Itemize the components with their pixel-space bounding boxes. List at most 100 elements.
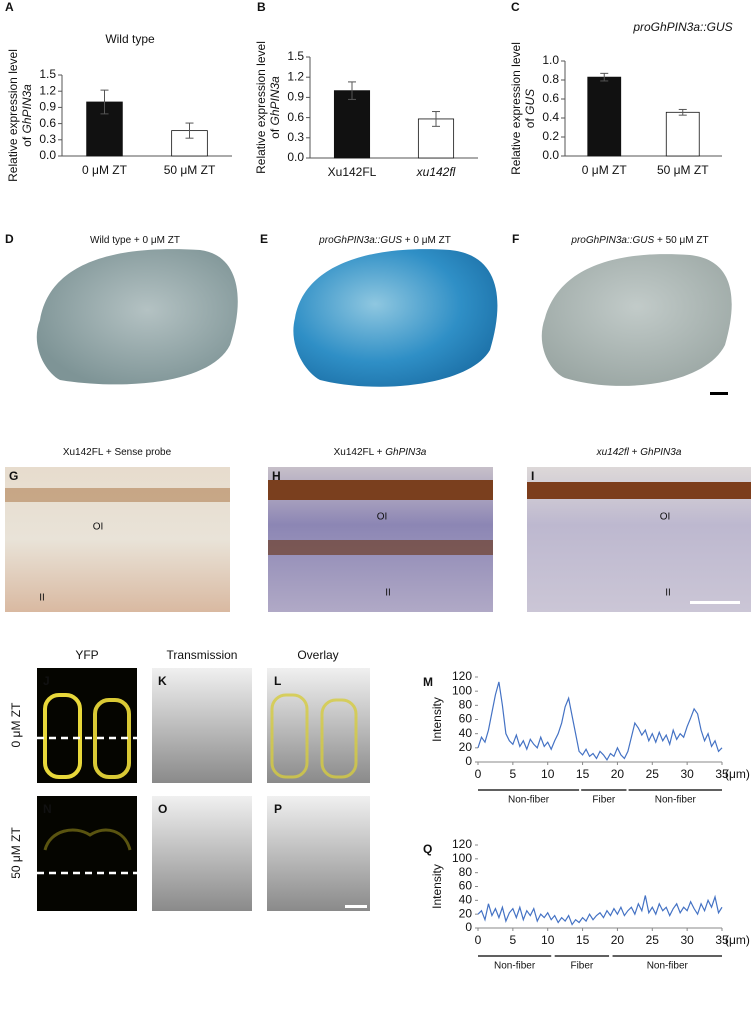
caption-part: GhPIN3a (385, 447, 427, 458)
chart-title: Wild type (105, 32, 155, 46)
panel-letter: B (257, 0, 266, 14)
y-axis-label: of GhPIN3a (268, 76, 282, 139)
y-axis-label-part: of (268, 128, 282, 139)
y-tick-label: 0.3 (39, 132, 56, 146)
y-tick-label: 1.0 (542, 53, 559, 67)
region-label: Non-fiber (494, 961, 536, 972)
region-label: Fiber (592, 795, 615, 806)
y-tick-label: 1.5 (287, 49, 304, 63)
overlay-image (267, 796, 370, 911)
x-tick-label: 10 (541, 767, 555, 781)
x-axis-label: (μm) (725, 933, 750, 947)
seed-image (541, 254, 732, 386)
error-bar (432, 111, 440, 127)
y-tick-label: 120 (452, 669, 472, 683)
y-axis-label: Intensity (430, 864, 444, 909)
panel-letter: O (158, 802, 167, 816)
error-bar (678, 108, 687, 116)
caption-part: + 50 μM ZT (654, 235, 708, 246)
y-tick-label: 0.3 (287, 130, 304, 144)
caption-part: Wild type + 0 μM ZT (90, 235, 180, 246)
panel-letter: C (511, 0, 520, 14)
cell-layer (527, 482, 751, 499)
caption-part: Xu142FL + (334, 447, 386, 458)
x-tick-label: 0 (475, 767, 482, 781)
image-caption: proGhPIN3a::GUS + 50 μM ZT (570, 235, 708, 246)
scale-bar (345, 905, 367, 908)
y-axis-label-part: of (20, 136, 34, 147)
cell-outline (270, 693, 309, 779)
y-axis-label: of GUS (523, 89, 537, 128)
y-tick-label: 0.0 (287, 150, 304, 164)
region-label: Non-fiber (655, 795, 697, 806)
x-tick-label: 0 μM ZT (582, 163, 628, 177)
y-tick-label: 0.9 (287, 90, 304, 104)
error-bar (100, 89, 109, 115)
y-axis-label: Intensity (430, 697, 444, 742)
fluorescence-images (37, 668, 370, 911)
region-label: Non-fiber (508, 795, 550, 806)
y-tick-label: 100 (452, 851, 472, 865)
cell-outline (43, 828, 132, 851)
panel-letter: Q (423, 842, 432, 856)
caption-part: GhPIN3a (640, 447, 682, 458)
x-tick-label: xu142fl (416, 165, 456, 179)
panel-letter: E (260, 232, 268, 246)
x-tick-label: 25 (646, 933, 660, 947)
error-bar (348, 81, 356, 100)
y-tick-label: 0.6 (39, 116, 56, 130)
x-tick-label: 15 (576, 933, 590, 947)
panel-letter: I (531, 469, 534, 483)
x-tick-label: 5 (510, 767, 517, 781)
bar (665, 111, 700, 157)
x-tick-label: 0 (475, 933, 482, 947)
y-axis-label: Relative expression level (6, 49, 20, 182)
caption-part: + 0 μM ZT (402, 235, 451, 246)
x-tick-label: 20 (611, 767, 625, 781)
y-tick-label: 120 (452, 837, 472, 851)
x-tick-label: 35 (715, 933, 729, 947)
y-tick-label: 100 (452, 683, 472, 697)
cell-outline (43, 693, 82, 779)
x-tick-label: 0 μM ZT (82, 163, 128, 177)
cell-outline (320, 698, 358, 779)
scale-bar (690, 601, 740, 604)
cell-layer (268, 480, 493, 500)
y-axis-label: Relative expression level (254, 41, 268, 174)
image-row-2 (5, 467, 751, 612)
y-axis-label: of GhPIN3a (20, 84, 34, 147)
transmission-image (152, 668, 252, 783)
yfp-image (37, 668, 137, 783)
column-title: Overlay (297, 648, 338, 662)
bar (587, 76, 622, 157)
y-tick-label: 40 (459, 893, 473, 907)
y-tick-label: 80 (459, 865, 473, 879)
layer-label: II (39, 593, 45, 604)
panel-letter: N (43, 802, 52, 816)
intensity-line (477, 894, 723, 926)
layer-label: II (665, 588, 671, 599)
region-label: Non-fiber (647, 961, 689, 972)
caption-part: + (629, 447, 640, 458)
layer-label: OI (377, 512, 388, 523)
y-tick-label: 0 (465, 920, 472, 934)
x-tick-label: 30 (680, 767, 694, 781)
y-tick-label: 0.6 (542, 91, 559, 105)
row-label: 50 μM ZT (9, 827, 23, 879)
image-caption: xu142fl + GhPIN3a (596, 447, 682, 458)
cell-layer (5, 488, 230, 502)
caption-part: Xu142FL + Sense probe (63, 447, 172, 458)
y-tick-label: 0.6 (287, 110, 304, 124)
image-row-1 (36, 249, 732, 395)
scale-bar (710, 392, 728, 395)
seed-image (293, 249, 498, 387)
x-tick-label: 5 (510, 933, 517, 947)
y-axis-label: Relative expression level (509, 42, 523, 175)
x-tick-label: 30 (680, 933, 694, 947)
panel-letter: A (5, 0, 14, 14)
x-tick-label: 50 μM ZT (657, 163, 709, 177)
layer-label: OI (93, 522, 104, 533)
seed-image (36, 249, 238, 385)
image-caption: proGhPIN3a::GUS + 0 μM ZT (318, 235, 451, 246)
